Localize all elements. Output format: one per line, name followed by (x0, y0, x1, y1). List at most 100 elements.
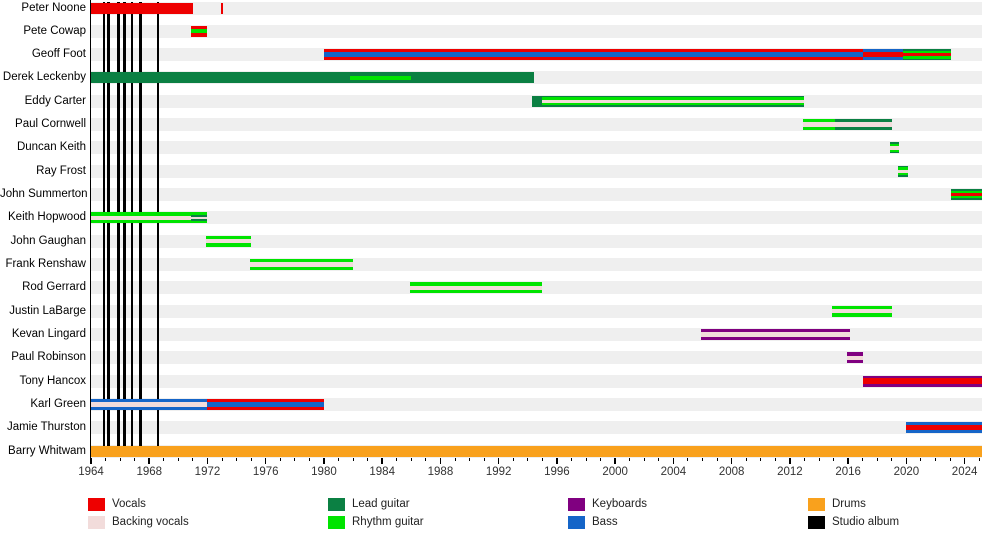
role-stripe-backing_vocals (409, 285, 543, 290)
role-stripe-lead_guitar (91, 72, 534, 84)
legend-label-backing_vocals: Backing vocals (112, 516, 189, 528)
axis-minor-tick (702, 458, 704, 461)
role-stripe-vocals (951, 192, 983, 197)
member-label: John Gaughan (10, 234, 86, 247)
axis-major-tick (556, 458, 558, 464)
axis-tick-label: 1984 (369, 466, 395, 478)
axis-minor-tick (338, 458, 340, 461)
axis-minor-tick (658, 458, 660, 461)
role-stripe-lead_guitar (835, 119, 892, 123)
axis-major-tick (206, 458, 209, 464)
role-stripe-lead_guitar (191, 219, 208, 222)
row-track (90, 304, 983, 318)
axis-minor-tick (629, 458, 631, 461)
timeline-bar (191, 25, 208, 37)
role-stripe-rhythm_guitar (890, 144, 900, 147)
studio-album-line (117, 2, 120, 446)
axis-minor-tick (410, 458, 412, 461)
role-stripe-lead_guitar (897, 175, 908, 177)
role-stripe-rhythm_guitar (903, 56, 952, 59)
member-label: Eddy Carter (24, 94, 86, 107)
legend-label-vocals: Vocals (112, 498, 146, 510)
role-stripe-rhythm_guitar (91, 220, 192, 224)
role-stripe-lead_guitar (350, 72, 412, 77)
axis-tick-label: 2024 (951, 466, 978, 478)
axis-major-tick (323, 458, 325, 464)
axis-minor-tick (643, 458, 645, 461)
role-stripe-bass (323, 52, 863, 57)
role-stripe-rhythm_guitar (890, 149, 900, 152)
legend-swatch-backing_vocals (88, 516, 105, 529)
axis-tick-label: 1992 (485, 466, 512, 478)
role-stripe-backing_vocals (91, 215, 192, 221)
axis-minor-tick (949, 458, 951, 461)
axis-minor-tick (134, 458, 136, 461)
axis-major-tick (614, 458, 616, 464)
timeline-bar (350, 72, 412, 84)
role-stripe-vocals (323, 56, 863, 61)
role-stripe-rhythm_guitar (832, 305, 892, 310)
timeline-bar (862, 49, 904, 61)
role-stripe-bass (862, 56, 904, 61)
axis-major-tick (905, 458, 908, 464)
studio-album-line (130, 2, 134, 446)
role-stripe-backing_vocals (206, 238, 252, 244)
axis-minor-tick (236, 458, 238, 461)
role-stripe-bass (862, 49, 904, 53)
member-label: Keith Hopwood (8, 211, 86, 224)
axis-tick-label: 2008 (718, 466, 745, 478)
role-stripe-vocals (91, 2, 193, 14)
role-stripe-rhythm_guitar (951, 190, 983, 193)
axis-minor-tick (279, 458, 281, 461)
member-label: Geoff Foot (31, 48, 86, 61)
member-label: Paul Cornwell (15, 118, 86, 131)
studio-album-line (102, 2, 106, 446)
legend-label-studio_album: Studio album (832, 516, 900, 528)
row-track (90, 164, 983, 178)
member-label: Kevan Lingard (11, 327, 86, 340)
role-stripe-rhythm_guitar (951, 196, 983, 199)
axis-major-tick (672, 458, 675, 464)
axis-minor-tick (454, 458, 456, 461)
member-label: Barry Whitwam (8, 444, 86, 457)
y-axis-line (89, 0, 91, 458)
role-stripe-backing_vocals (832, 309, 892, 314)
axis-minor-tick (119, 458, 121, 461)
legend-swatch-keyboards (568, 498, 585, 511)
role-stripe-keyboards (862, 375, 983, 378)
axis-major-tick (730, 458, 733, 464)
role-stripe-lead_guitar (890, 142, 900, 145)
studio-album-line (156, 2, 160, 446)
axis-minor-tick (818, 458, 820, 461)
row-track (90, 188, 983, 202)
legend-swatch-studio_album (808, 516, 825, 529)
timeline-bar (532, 95, 543, 107)
axis-major-tick (497, 458, 500, 464)
axis-minor-tick (527, 458, 529, 461)
role-stripe-vocals (207, 406, 324, 410)
role-stripe-lead_guitar (350, 79, 412, 84)
axis-minor-tick (774, 458, 776, 461)
axis-tick-label: 2020 (893, 466, 920, 478)
axis-minor-tick (425, 458, 427, 461)
role-stripe-vocals (862, 377, 983, 385)
axis-tick-label: 1964 (78, 466, 104, 478)
axis-minor-tick (876, 458, 878, 461)
axis-minor-tick (541, 458, 543, 461)
role-stripe-lead_guitar (897, 165, 908, 168)
role-stripe-bass (91, 406, 208, 410)
role-stripe-rhythm_guitar (903, 50, 952, 53)
timeline-bar (802, 119, 835, 131)
role-stripe-keyboards (701, 328, 850, 333)
role-stripe-keyboards (846, 359, 864, 364)
member-label: Paul Robinson (11, 351, 86, 364)
axis-minor-tick (469, 458, 471, 461)
row-track (90, 374, 983, 388)
member-label: Frank Renshaw (5, 257, 86, 270)
axis-minor-tick (862, 458, 864, 461)
role-stripe-rhythm_guitar (409, 282, 543, 286)
axis-minor-tick (570, 458, 572, 461)
timeline-bar (835, 119, 892, 131)
axis-minor-tick (745, 458, 747, 461)
